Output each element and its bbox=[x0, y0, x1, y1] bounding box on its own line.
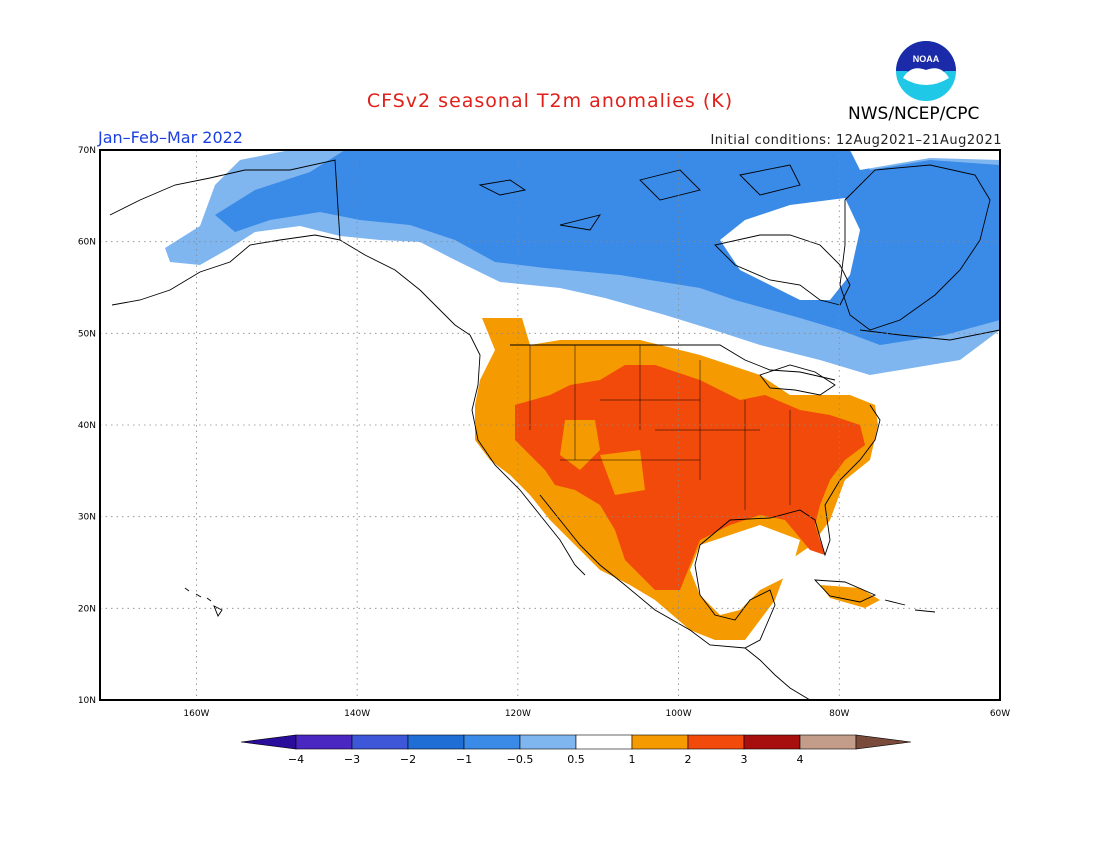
colorbar-label: −3 bbox=[344, 753, 360, 766]
lon-tick-label: 60W bbox=[990, 709, 1010, 719]
neutral-arctic bbox=[850, 150, 1000, 170]
chart-title: CFSv2 seasonal T2m anomalies (K) bbox=[366, 90, 734, 112]
colorbar-label: 4 bbox=[797, 753, 804, 766]
lat-tick-label: 30N bbox=[78, 513, 96, 523]
neutral-gulf bbox=[690, 525, 800, 615]
neutral-greenland bbox=[720, 198, 860, 300]
lat-tick-label: 50N bbox=[78, 329, 96, 339]
lon-tick-label: 100W bbox=[666, 709, 692, 719]
season-label: Jan–Feb–Mar 2022 bbox=[98, 128, 243, 147]
colorbar-label: 1 bbox=[629, 753, 636, 766]
colorbar-segment bbox=[407, 734, 465, 750]
lat-tick-label: 60N bbox=[78, 238, 96, 248]
colorbar-segment bbox=[799, 734, 857, 750]
map-frame bbox=[99, 149, 1001, 701]
colorbar-segment bbox=[351, 734, 409, 750]
latitude-tick-labels: 10N 20N 30N 40N 50N 60N 70N bbox=[78, 146, 96, 706]
colorbar-label: 3 bbox=[741, 753, 748, 766]
agency-label: NWS/NCEP/CPC bbox=[848, 104, 980, 124]
lon-tick-label: 140W bbox=[344, 709, 370, 719]
lat-tick-label: 10N bbox=[78, 696, 96, 706]
colorbar-label: 0.5 bbox=[567, 753, 585, 766]
longitude-tick-labels: 160W 140W 120W 100W 80W 60W bbox=[183, 709, 1010, 719]
colorbar-segment bbox=[687, 734, 745, 750]
colorbar-segment bbox=[295, 734, 353, 750]
warm-anomaly-strong bbox=[515, 365, 865, 590]
colorbar-label: −0.5 bbox=[507, 753, 534, 766]
colorbar-label: −1 bbox=[456, 753, 472, 766]
colorbar-segment bbox=[519, 734, 577, 750]
noaa-logo-icon: NOAA bbox=[896, 41, 956, 101]
cold-anomaly-mid bbox=[215, 150, 1000, 345]
map-gridlines bbox=[100, 150, 1000, 700]
colorbar-label: −2 bbox=[400, 753, 416, 766]
colorbar-segment bbox=[575, 734, 633, 750]
coastlines bbox=[109, 159, 1000, 700]
lat-tick-label: 40N bbox=[78, 421, 96, 431]
colorbar-segment bbox=[463, 734, 521, 750]
lon-tick-label: 160W bbox=[183, 709, 209, 719]
colorbar-under-arrow bbox=[240, 734, 297, 750]
lon-tick-label: 80W bbox=[829, 709, 849, 719]
colorbar-over-arrow bbox=[855, 734, 912, 750]
initial-conditions-label: Initial conditions: 12Aug2021–21Aug2021 bbox=[710, 133, 1002, 148]
lat-tick-label: 70N bbox=[78, 146, 96, 156]
colorbar-segment bbox=[631, 734, 689, 750]
colorbar-segment bbox=[743, 734, 801, 750]
lon-tick-label: 120W bbox=[505, 709, 531, 719]
anomaly-fields bbox=[165, 150, 1000, 640]
colorbar-label: −4 bbox=[288, 753, 304, 766]
lat-tick-label: 20N bbox=[78, 604, 96, 614]
logo-text: NOAA bbox=[913, 54, 940, 64]
state-borders bbox=[529, 345, 791, 510]
colorbar-label: 2 bbox=[685, 753, 692, 766]
colorbar: −4 −3 −2 −1 −0.5 0.5 1 2 3 4 bbox=[240, 734, 912, 766]
